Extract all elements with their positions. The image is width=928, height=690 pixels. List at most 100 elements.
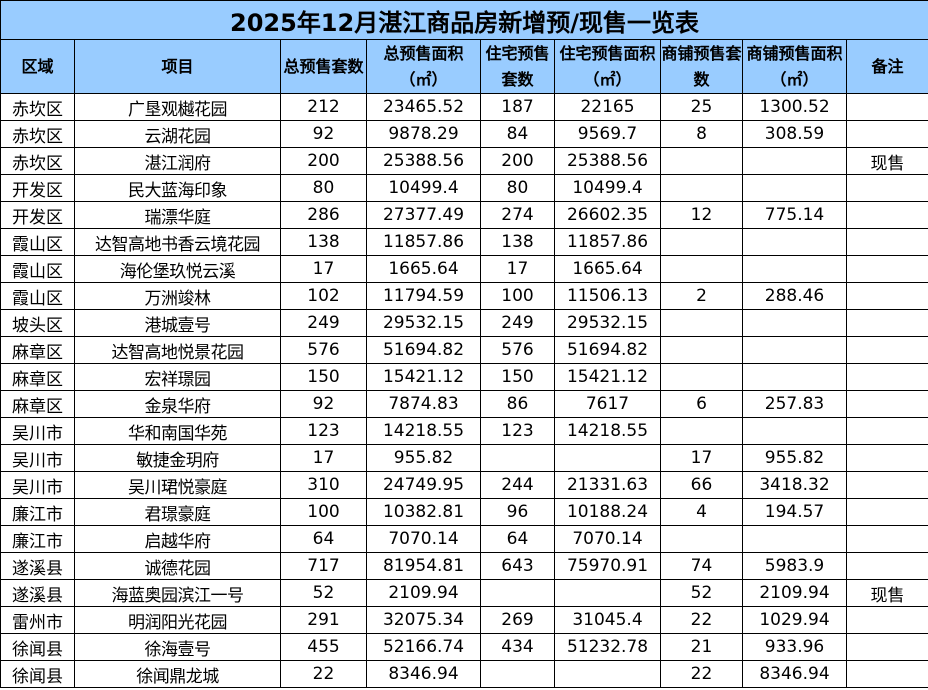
table-cell: 643 xyxy=(480,552,555,580)
table-cell: 廉江市 xyxy=(0,498,75,526)
table-cell: 64 xyxy=(280,525,367,553)
table-cell: 2109.94 xyxy=(366,579,481,607)
table-cell xyxy=(846,282,928,310)
table-cell: 15421.12 xyxy=(554,363,661,391)
table-cell: 32075.34 xyxy=(366,606,481,634)
table-cell: 269 xyxy=(480,606,555,634)
table-cell: 288.46 xyxy=(742,282,847,310)
table-cell: 25388.56 xyxy=(366,147,481,175)
table-cell: 775.14 xyxy=(742,201,847,229)
table-cell xyxy=(480,444,555,472)
table-cell: 瑞漂华庭 xyxy=(74,201,281,229)
table-cell xyxy=(846,633,928,661)
table-cell: 138 xyxy=(280,228,367,256)
table-cell: 955.82 xyxy=(742,444,847,472)
table-cell xyxy=(660,147,743,175)
table-cell: 291 xyxy=(280,606,367,634)
table-cell: 1665.64 xyxy=(366,255,481,283)
table-cell: 81954.81 xyxy=(366,552,481,580)
table-cell xyxy=(660,255,743,283)
table-row: 开发区 民大蓝海印象 80 10499.4 80 10499.4 xyxy=(0,174,928,202)
table-cell: 11506.13 xyxy=(554,282,661,310)
table-cell: 11857.86 xyxy=(366,228,481,256)
table-cell: 1300.52 xyxy=(742,93,847,121)
table-cell: 6 xyxy=(660,390,743,418)
table-cell: 吴川市 xyxy=(0,444,75,472)
table-row: 遂溪县 诚德花园 717 81954.81 643 75970.91 74 5983.9 xyxy=(0,552,928,580)
table-cell: 23465.52 xyxy=(366,93,481,121)
table-cell: 港城壹号 xyxy=(74,309,281,337)
table-cell: 200 xyxy=(480,147,555,175)
table-row: 麻章区 宏祥璟园 150 15421.12 150 15421.12 xyxy=(0,363,928,391)
table-cell: 7617 xyxy=(554,390,661,418)
table-cell: 17 xyxy=(280,444,367,472)
table-cell xyxy=(846,660,928,688)
table-row: 徐闻县 徐海壹号 455 52166.74 434 51232.78 21 933.96 xyxy=(0,633,928,661)
table-cell: 8346.94 xyxy=(366,660,481,688)
table-cell: 4 xyxy=(660,498,743,526)
table-cell: 25388.56 xyxy=(554,147,661,175)
table-row: 吴川市 吴川珺悦豪庭 310 24749.95 244 21331.63 66 3418.32 xyxy=(0,471,928,499)
table-cell xyxy=(742,417,847,445)
column-header: 住宅预售面积（㎡） xyxy=(554,39,661,94)
table-cell: 150 xyxy=(480,363,555,391)
table-cell: 现售 xyxy=(846,579,928,607)
table-cell: 26602.35 xyxy=(554,201,661,229)
table-cell: 1665.64 xyxy=(554,255,661,283)
table-cell: 187 xyxy=(480,93,555,121)
table-cell xyxy=(660,336,743,364)
table-cell: 29532.15 xyxy=(554,309,661,337)
table-cell: 310 xyxy=(280,471,367,499)
table-body: 赤坎区 广垦观樾花园 212 23465.52 187 22165 25 1300.52 赤坎区… xyxy=(0,93,928,688)
table-cell: 717 xyxy=(280,552,367,580)
table-cell: 52 xyxy=(660,579,743,607)
table-cell xyxy=(846,606,928,634)
table-cell: 17 xyxy=(480,255,555,283)
table-cell: 64 xyxy=(480,525,555,553)
table-cell: 现售 xyxy=(846,147,928,175)
table-cell xyxy=(742,174,847,202)
table-row: 霞山区 海伦堡玖悦云溪 17 1665.64 17 1665.64 xyxy=(0,255,928,283)
table-cell: 100 xyxy=(280,498,367,526)
table-cell: 2 xyxy=(660,282,743,310)
table-cell: 24749.95 xyxy=(366,471,481,499)
table-cell xyxy=(742,525,847,553)
table-cell: 92 xyxy=(280,120,367,148)
table-cell: 湛江润府 xyxy=(74,147,281,175)
table-cell: 10499.4 xyxy=(554,174,661,202)
table-cell: 3418.32 xyxy=(742,471,847,499)
table-cell: 138 xyxy=(480,228,555,256)
table-cell: 吴川市 xyxy=(0,417,75,445)
table-cell: 赤坎区 xyxy=(0,93,75,121)
table-cell: 434 xyxy=(480,633,555,661)
table-cell: 7070.14 xyxy=(366,525,481,553)
table-row: 廉江市 君璟豪庭 100 10382.81 96 10188.24 4 194.57 xyxy=(0,498,928,526)
table-cell: 25 xyxy=(660,93,743,121)
table-cell: 徐闻县 xyxy=(0,660,75,688)
table-row: 坡头区 港城壹号 249 29532.15 249 29532.15 xyxy=(0,309,928,337)
table-cell: 君璟豪庭 xyxy=(74,498,281,526)
column-header: 总预售面积（㎡） xyxy=(366,39,481,94)
table-cell: 金泉华府 xyxy=(74,390,281,418)
table-cell: 21331.63 xyxy=(554,471,661,499)
table-cell: 51232.78 xyxy=(554,633,661,661)
table-cell xyxy=(742,309,847,337)
table-cell xyxy=(846,444,928,472)
table-cell: 12 xyxy=(660,201,743,229)
table-cell xyxy=(846,390,928,418)
table-cell xyxy=(846,363,928,391)
table-cell: 5983.9 xyxy=(742,552,847,580)
table-cell xyxy=(660,363,743,391)
table-cell: 霞山区 xyxy=(0,282,75,310)
table-cell: 274 xyxy=(480,201,555,229)
table-cell: 8 xyxy=(660,120,743,148)
table-cell: 8346.94 xyxy=(742,660,847,688)
table-cell xyxy=(480,579,555,607)
table-row: 赤坎区 云湖花园 92 9878.29 84 9569.7 8 308.59 xyxy=(0,120,928,148)
table-cell xyxy=(846,228,928,256)
table-cell: 雷州市 xyxy=(0,606,75,634)
table-cell: 华和南国华苑 xyxy=(74,417,281,445)
table-row: 赤坎区 湛江润府 200 25388.56 200 25388.56 现售 xyxy=(0,147,928,175)
table-cell xyxy=(660,417,743,445)
table-cell: 遂溪县 xyxy=(0,552,75,580)
